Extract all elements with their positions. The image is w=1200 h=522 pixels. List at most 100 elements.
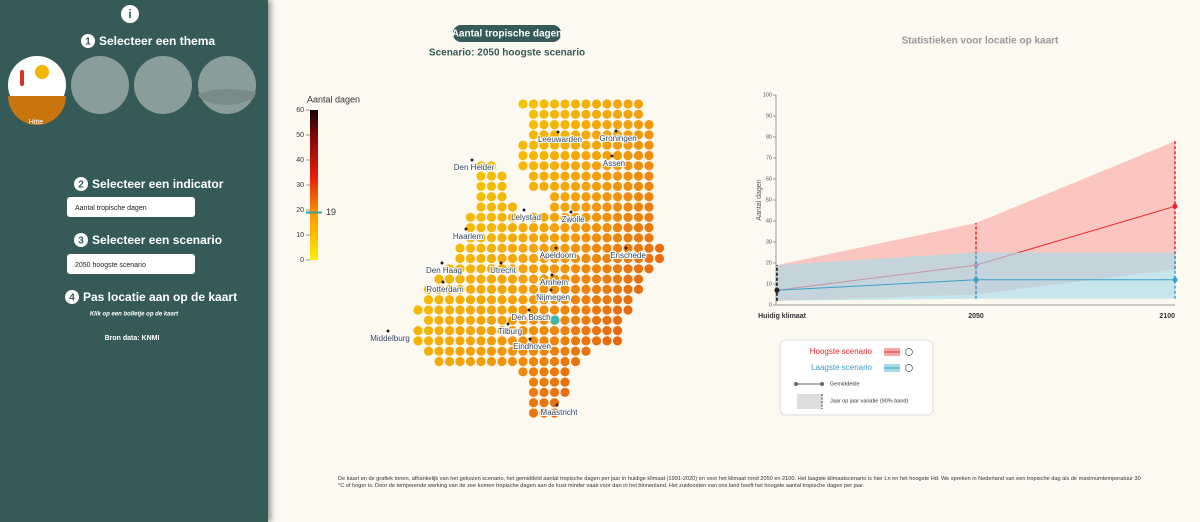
map-dot xyxy=(549,295,560,305)
map-dot xyxy=(413,305,423,315)
map-dot xyxy=(612,274,623,284)
map-dot xyxy=(465,223,476,233)
map-dot xyxy=(633,243,644,253)
map-dot xyxy=(560,223,570,233)
map-dot xyxy=(602,274,612,284)
step-title: Pas locatie aan op de kaart xyxy=(83,290,237,304)
map-dot xyxy=(602,243,612,253)
map-dot xyxy=(623,171,633,181)
city-label: Zwolle xyxy=(561,215,585,224)
map-dot xyxy=(633,284,644,294)
map-dot xyxy=(570,233,581,243)
theme-rain[interactable] xyxy=(134,56,192,114)
map-dot xyxy=(518,243,528,253)
map-dot xyxy=(476,346,486,356)
info-icon[interactable] xyxy=(905,364,913,372)
map-dot xyxy=(528,253,539,264)
map-dot xyxy=(476,212,486,222)
map-dot xyxy=(434,274,444,284)
theme-ground xyxy=(8,96,66,125)
map-dot xyxy=(581,223,591,233)
map-dot xyxy=(591,223,602,233)
map-dot xyxy=(560,140,570,150)
map-dot xyxy=(560,202,570,212)
map-dot xyxy=(528,171,539,181)
map-dot xyxy=(623,274,633,284)
map-dot xyxy=(602,140,612,150)
map-dot xyxy=(423,295,434,305)
map-dot xyxy=(434,295,444,305)
map-dot xyxy=(560,120,570,130)
scenario-select[interactable] xyxy=(67,254,195,274)
city-marker xyxy=(614,129,618,133)
map-dot xyxy=(570,326,581,336)
step-title: Selecteer een indicator xyxy=(92,177,224,191)
map-dot xyxy=(497,202,507,212)
map-dot xyxy=(602,336,612,346)
info-icon[interactable] xyxy=(905,348,913,356)
map-dot xyxy=(549,223,560,233)
map-dot xyxy=(476,253,486,264)
info-icon[interactable] xyxy=(121,5,139,23)
map-dot xyxy=(644,253,654,264)
map-dot xyxy=(539,264,549,274)
map-dot xyxy=(623,243,633,253)
step-title: Selecteer een scenario xyxy=(92,233,222,247)
map-dot xyxy=(486,284,497,294)
map-dot xyxy=(581,192,591,202)
theme-flood[interactable] xyxy=(198,56,256,114)
map-dot xyxy=(455,356,465,367)
map-dot xyxy=(633,264,644,274)
map-dot xyxy=(465,326,476,336)
map-dot xyxy=(486,243,497,253)
map-dot xyxy=(518,367,528,377)
map-dot xyxy=(486,326,497,336)
indicator-select[interactable] xyxy=(67,197,195,217)
map-dot xyxy=(528,284,539,294)
map-dot xyxy=(423,284,434,294)
y-tick-label: 40 xyxy=(766,218,772,224)
map-dot xyxy=(591,305,602,315)
map-dot xyxy=(434,305,444,315)
legend-tick-label: 50 xyxy=(296,132,304,139)
map-dot xyxy=(549,346,560,356)
map-dot xyxy=(644,264,654,274)
map-dot xyxy=(623,305,633,315)
map-dot xyxy=(465,264,476,274)
map-dot xyxy=(507,284,518,294)
city-marker xyxy=(527,308,531,312)
map-dot xyxy=(539,243,549,253)
map-dot xyxy=(623,264,633,274)
map-dot xyxy=(602,326,612,336)
map-dot xyxy=(507,264,518,274)
map-dot xyxy=(612,181,623,191)
map-dot xyxy=(507,253,518,264)
x-tick-label: 2050 xyxy=(968,313,984,320)
map-dot xyxy=(497,223,507,233)
map-dot xyxy=(602,99,612,109)
map-dot xyxy=(476,264,486,274)
map-dot xyxy=(602,150,612,161)
map-dot xyxy=(465,274,476,284)
theme-drought[interactable] xyxy=(71,56,129,114)
map-dot xyxy=(497,295,507,305)
map-dot xyxy=(423,305,434,315)
map-dot xyxy=(549,367,560,377)
map-dot xyxy=(612,109,623,119)
map-dot xyxy=(570,192,581,202)
map-dot xyxy=(476,223,486,233)
map-dot xyxy=(486,253,497,264)
map-dot xyxy=(444,305,455,315)
map-dot xyxy=(581,120,591,130)
map-dot xyxy=(465,346,476,356)
map-dot xyxy=(518,274,528,284)
map-dot xyxy=(623,181,633,191)
map-dot xyxy=(539,284,549,294)
city-label: Den Haag xyxy=(426,266,462,275)
city-marker xyxy=(464,227,468,231)
map-dot xyxy=(465,356,476,367)
map-dot xyxy=(549,212,560,222)
map-dot xyxy=(560,109,570,119)
legend-marker-label: 19 xyxy=(326,207,336,217)
